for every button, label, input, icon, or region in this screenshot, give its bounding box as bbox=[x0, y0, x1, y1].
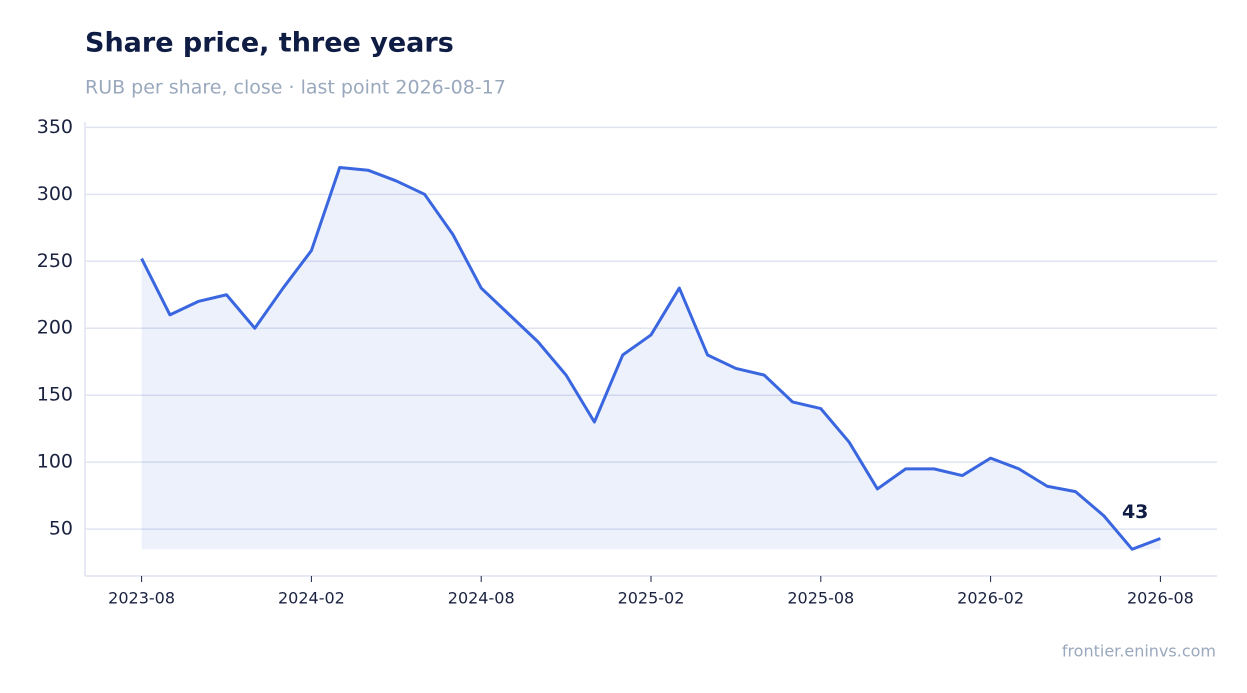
chart-title: Share price, three years bbox=[85, 28, 454, 59]
y-tick-label: 100 bbox=[37, 451, 73, 473]
x-tick-label: 2025-08 bbox=[787, 589, 854, 608]
x-tick-label: 2026-02 bbox=[957, 589, 1024, 608]
y-tick-label: 200 bbox=[37, 317, 73, 339]
x-tick-label: 2025-02 bbox=[618, 589, 685, 608]
y-tick-label: 250 bbox=[37, 250, 73, 272]
y-tick-label: 350 bbox=[37, 116, 73, 138]
x-tick-label: 2024-08 bbox=[448, 589, 515, 608]
x-tick-label: 2023-08 bbox=[108, 589, 175, 608]
line bbox=[140, 166, 1161, 551]
chart-subtitle: RUB per share, close · last point 2026-0… bbox=[85, 77, 506, 99]
x-tick-label: 2026-08 bbox=[1127, 589, 1194, 608]
y-tick-label: 50 bbox=[49, 518, 73, 540]
data-label: 43 bbox=[1122, 501, 1148, 523]
y-tick-label: 150 bbox=[37, 384, 73, 406]
y-tick-label: 300 bbox=[37, 183, 73, 205]
source: frontier.eninvs.com bbox=[1062, 642, 1216, 661]
area bbox=[141, 167, 1161, 550]
x-tick-label: 2024-02 bbox=[278, 589, 345, 608]
